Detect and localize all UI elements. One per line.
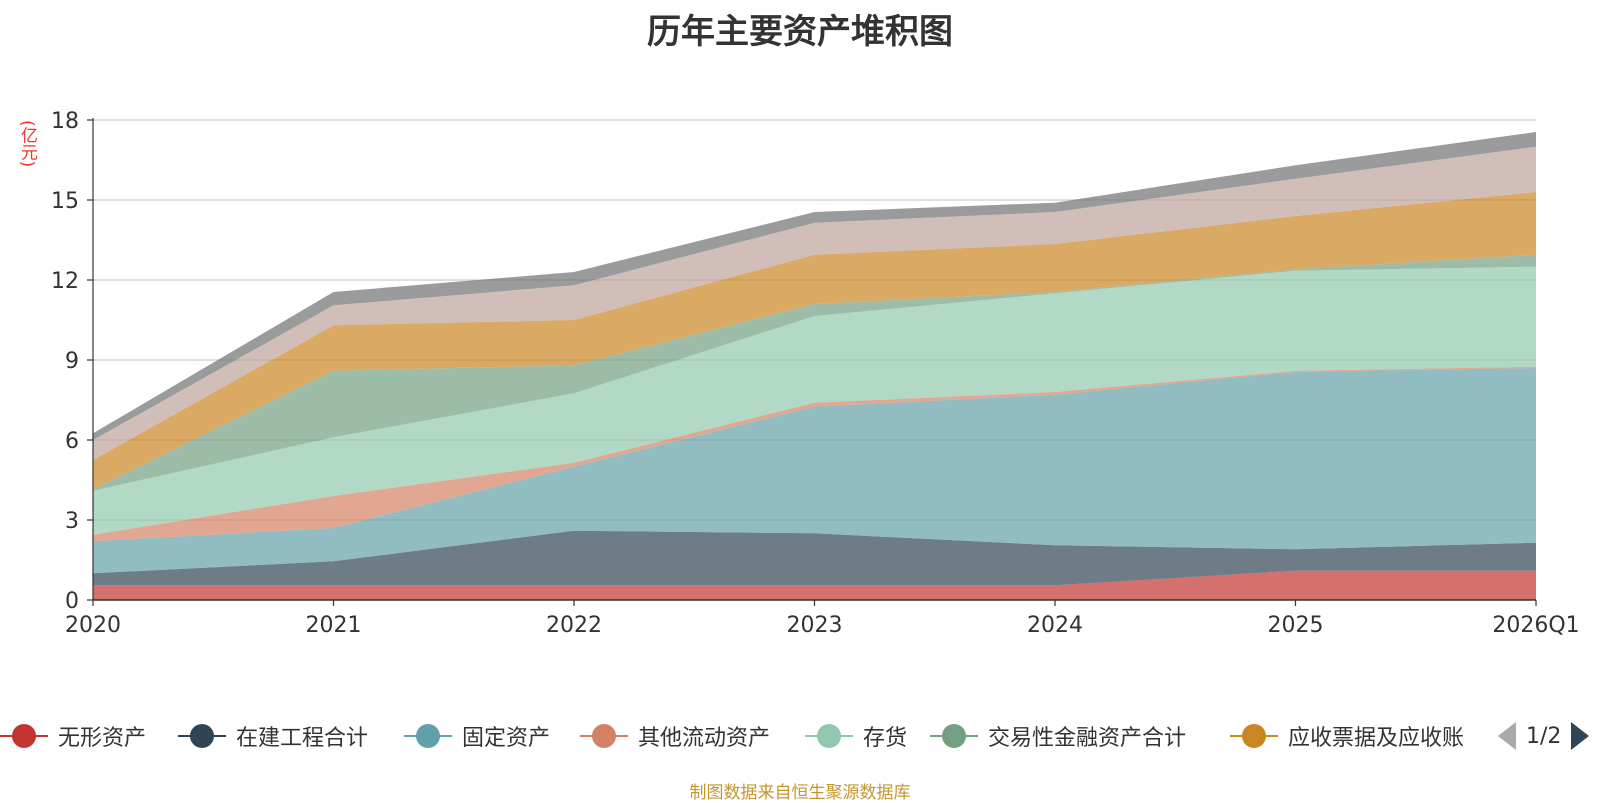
legend-marker-icon (404, 718, 452, 754)
legend-marker-icon (805, 718, 853, 754)
y-tick-label: 9 (65, 349, 79, 374)
legend-item[interactable]: 交易性金融资产合计 (930, 718, 1186, 754)
x-tick-label: 2024 (1027, 613, 1083, 638)
legend-label: 无形资产 (58, 726, 147, 751)
legend-item[interactable]: 在建工程合计 (178, 718, 368, 754)
legend-marker-icon (0, 718, 48, 754)
y-tick-label: 18 (51, 109, 79, 134)
area-series (93, 132, 1536, 600)
legend-item[interactable]: 其他流动资产 (580, 718, 770, 754)
y-tick-label: 6 (65, 429, 79, 454)
legend-marker-icon (1230, 718, 1278, 754)
area-7 (93, 192, 1536, 490)
legend-label: 固定资产 (462, 726, 551, 751)
legend: 无形资产 在建工程合计 固定资产 其他流动资产 存货 交易性金融资产合计 应收票据及应收账 … (0, 718, 1600, 754)
area-2 (93, 530, 1536, 586)
y-tick-label: 0 (65, 589, 79, 614)
area-9 (93, 132, 1536, 440)
data-source-note: 制图数据来自恒生聚源数据库 (689, 783, 911, 803)
legend-page-indicator: 1/2 (1526, 723, 1562, 749)
legend-label: 其他流动资产 (638, 726, 771, 751)
x-tick-label: 2022 (546, 613, 602, 638)
legend-item[interactable]: 固定资产 (404, 718, 550, 754)
legend-label: 交易性金融资产合计 (988, 726, 1187, 751)
area-6 (93, 254, 1536, 491)
area-5 (93, 266, 1536, 535)
y-tick-label: 15 (51, 189, 79, 214)
legend-label: 在建工程合计 (236, 726, 369, 751)
y-tick-label: 3 (65, 509, 79, 534)
y-axis-unit-label: (亿元) (17, 120, 37, 168)
legend-item[interactable]: 应收票据及应收账 (1230, 718, 1464, 754)
legend-next-page-icon[interactable] (1571, 722, 1590, 750)
y-tick-label: 12 (51, 269, 79, 294)
legend-marker-icon (930, 718, 978, 754)
legend-label: 存货 (863, 726, 908, 751)
legend-marker-icon (178, 718, 226, 754)
area-8 (93, 146, 1536, 460)
legend-item[interactable]: 无形资产 (0, 718, 146, 754)
chart-title: 历年主要资产堆积图 (647, 12, 953, 52)
x-tick-label: 2025 (1268, 613, 1324, 638)
area-1 (93, 570, 1536, 600)
area-4 (93, 366, 1536, 542)
x-tick-label: 2021 (306, 613, 362, 638)
legend-label: 应收票据及应收账 (1288, 726, 1465, 751)
area-3 (93, 368, 1536, 574)
legend-pager: 1/2 (1498, 718, 1590, 754)
x-tick-label: 2023 (787, 613, 843, 638)
legend-prev-page-icon[interactable] (1498, 722, 1516, 750)
legend-marker-icon (580, 718, 628, 754)
axes: 0 3 6 9 12 15 18 2020 2021 2022 2023 2024 2025 2026Q1 (51, 109, 1580, 638)
x-tick-label: 2020 (65, 613, 121, 638)
x-tick-label: 2026Q1 (1492, 613, 1579, 638)
legend-item[interactable]: 存货 (805, 718, 907, 754)
